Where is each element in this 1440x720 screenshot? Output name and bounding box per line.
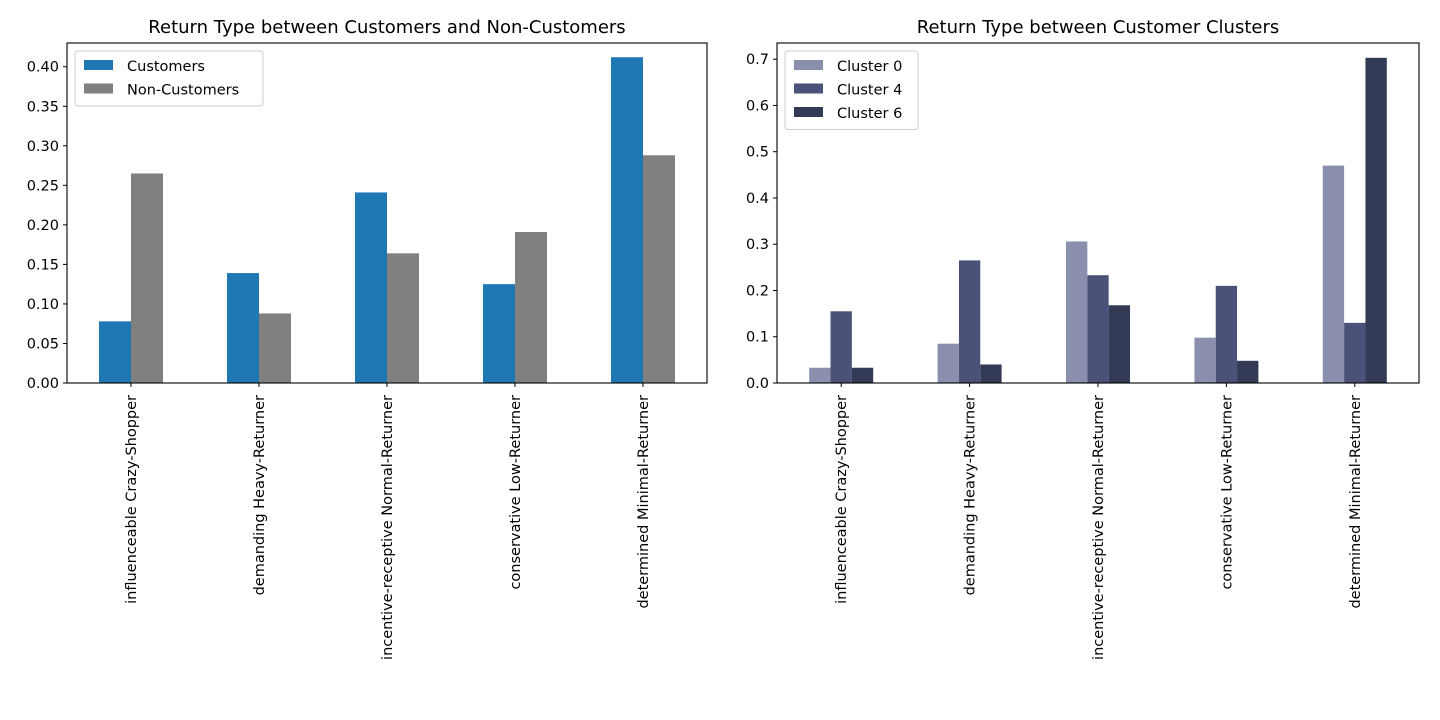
legend-swatch-customers xyxy=(84,60,113,70)
y-tick-label: 0.4 xyxy=(746,191,769,207)
legend-label-cluster-6: Cluster 6 xyxy=(837,106,902,122)
x-tick-label: influenceable Crazy-Shopper xyxy=(834,395,850,604)
y-tick-label: 0.7 xyxy=(746,52,769,68)
y-tick-label: 0.5 xyxy=(746,145,769,161)
bar-cluster-0-influenceable-crazy-shopper xyxy=(809,367,831,383)
bar-cluster-0-determined-minimal-returner xyxy=(1322,165,1345,383)
x-tick-label: determined Minimal-Returner xyxy=(636,395,652,609)
bar-customers-conservative-low-returner xyxy=(483,284,515,383)
y-tick-label: 0.00 xyxy=(27,376,59,392)
bar-cluster-0-demanding-heavy-returner xyxy=(937,343,959,383)
x-tick-label: determined Minimal-Returner xyxy=(1348,395,1364,609)
y-tick-label: 0.3 xyxy=(746,237,769,253)
y-tick-label: 0.15 xyxy=(27,257,59,273)
bar-cluster-4-determined-minimal-returner xyxy=(1344,322,1366,383)
y-tick-label: 0.30 xyxy=(27,139,59,155)
x-tick-label: incentive-receptive Normal-Returner xyxy=(1091,395,1107,660)
bar-cluster-6-determined-minimal-returner xyxy=(1365,57,1387,383)
y-tick-label: 0.10 xyxy=(27,297,59,313)
legend-label-cluster-4: Cluster 4 xyxy=(837,83,902,99)
bar-customers-incentive-receptive-normal-returner xyxy=(355,192,387,383)
bar-non-customers-influenceable-crazy-shopper xyxy=(131,173,163,383)
y-tick-label: 0.35 xyxy=(27,99,59,115)
bars xyxy=(809,57,1387,383)
legend: Customers Non-Customers xyxy=(74,50,264,107)
bar-non-customers-conservative-low-returner xyxy=(515,231,547,383)
x-tick-label: conservative Low-Returner xyxy=(1219,395,1235,590)
x-tick-label: influenceable Crazy-Shopper xyxy=(124,395,140,604)
legend-label-non-customers: Non-Customers xyxy=(127,83,239,99)
y-tick-label: 0.0 xyxy=(746,376,769,392)
x-tick-label: incentive-receptive Normal-Returner xyxy=(380,395,396,660)
chart-customer-clusters: Return Type between Customer Clusters 0.… xyxy=(746,17,1420,660)
y-tick-label: 0.25 xyxy=(27,178,59,194)
legend-swatch-cluster-0 xyxy=(794,60,823,70)
plot-frame xyxy=(776,42,1420,384)
legend-swatch-non-customers xyxy=(84,83,113,94)
legend-label-customers: Customers xyxy=(127,59,205,75)
legend-swatch-cluster-6 xyxy=(794,107,823,117)
y-axis: 0.00 0.05 0.10 0.15 0.20 0.25 0.30 0.35 0.40 xyxy=(27,60,67,392)
bar-cluster-0-incentive-receptive-normal-returner xyxy=(1066,241,1088,383)
bar-cluster-6-influenceable-crazy-shopper xyxy=(851,367,874,383)
x-axis: influenceable Crazy-Shopper demanding Hea… xyxy=(124,383,652,660)
chart-title: Return Type between Customers and Non-Cu… xyxy=(148,17,625,38)
y-tick-label: 0.6 xyxy=(746,98,769,114)
y-tick-label: 0.40 xyxy=(27,60,59,76)
bar-non-customers-demanding-heavy-returner xyxy=(259,313,291,383)
bar-cluster-6-conservative-low-returner xyxy=(1237,360,1259,383)
y-tick-label: 0.05 xyxy=(27,336,59,352)
y-tick-label: 0.20 xyxy=(27,218,59,234)
bar-cluster-4-demanding-heavy-returner xyxy=(958,260,981,383)
chart-title: Return Type between Customer Clusters xyxy=(917,17,1280,38)
y-tick-label: 0.1 xyxy=(746,330,769,346)
x-tick-label: demanding Heavy-Returner xyxy=(963,395,979,595)
bar-cluster-6-incentive-receptive-normal-returner xyxy=(1108,305,1130,383)
bars xyxy=(99,57,675,384)
bar-cluster-4-influenceable-crazy-shopper xyxy=(830,311,852,383)
bar-customers-influenceable-crazy-shopper xyxy=(99,321,131,383)
bar-cluster-4-conservative-low-returner xyxy=(1215,285,1238,383)
y-tick-label: 0.2 xyxy=(746,283,769,299)
chart-customers-vs-noncustomers: Return Type between Customers and Non-Cu… xyxy=(27,17,708,660)
x-axis: influenceable Crazy-Shopper demanding Hea… xyxy=(834,383,1364,660)
x-tick-label: conservative Low-Returner xyxy=(508,395,524,590)
bar-cluster-6-demanding-heavy-returner xyxy=(980,364,1002,383)
bar-non-customers-incentive-receptive-normal-returner xyxy=(387,253,419,383)
legend-label-cluster-0: Cluster 0 xyxy=(837,59,902,75)
bar-customers-determined-minimal-returner xyxy=(611,57,643,384)
y-axis: 0.0 0.1 0.2 0.3 0.4 0.5 0.6 0.7 xyxy=(746,52,777,392)
bar-cluster-4-incentive-receptive-normal-returner xyxy=(1087,275,1109,383)
legend-frame xyxy=(74,50,264,107)
bar-non-customers-determined-minimal-returner xyxy=(643,155,675,383)
legend-swatch-cluster-4 xyxy=(794,83,823,94)
plot-frame xyxy=(66,42,708,384)
legend: Cluster 0 Cluster 4 Cluster 6 xyxy=(784,50,919,130)
bar-cluster-0-conservative-low-returner xyxy=(1194,337,1216,383)
x-tick-label: demanding Heavy-Returner xyxy=(252,395,268,595)
bar-customers-demanding-heavy-returner xyxy=(227,273,259,383)
